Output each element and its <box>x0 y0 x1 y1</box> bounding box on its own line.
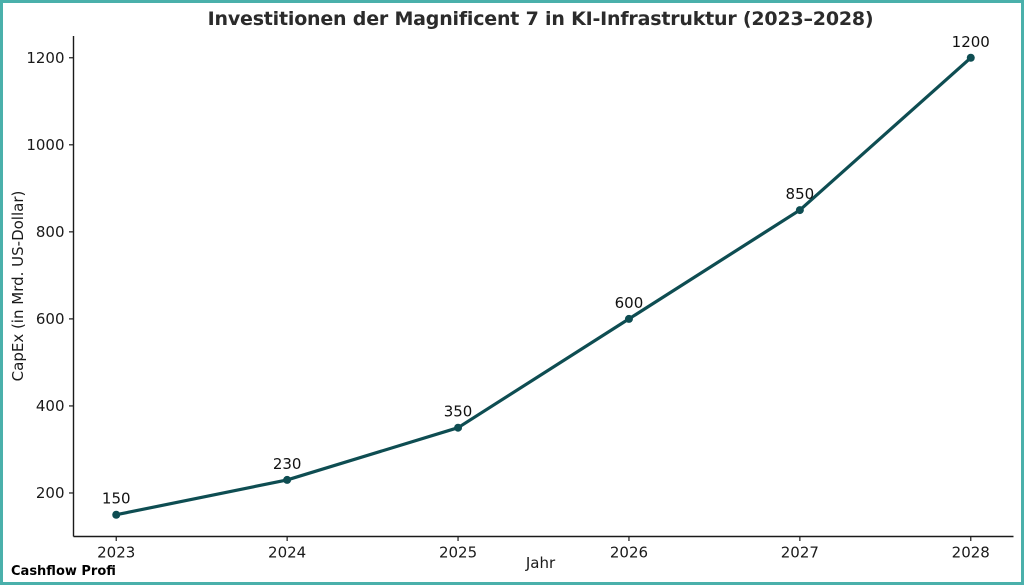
y-tick-label: 200 <box>36 484 65 502</box>
watermark-text: Cashflow Profi <box>11 564 116 579</box>
data-point-label: 1200 <box>952 33 990 51</box>
data-point-label: 350 <box>444 403 473 421</box>
data-point-label: 230 <box>273 455 302 473</box>
data-point-marker <box>624 314 633 323</box>
data-point-label: 150 <box>102 490 131 508</box>
x-tick-label: 2028 <box>952 544 990 562</box>
data-point-label: 850 <box>786 185 815 203</box>
y-tick-label: 400 <box>36 397 65 415</box>
chart-title: Investitionen der Magnificent 7 in KI-In… <box>207 8 874 30</box>
data-point-marker <box>283 475 292 484</box>
y-tick-label: 600 <box>36 310 65 328</box>
x-tick-label: 2025 <box>439 544 477 562</box>
data-point-marker <box>454 423 463 432</box>
capex-line <box>114 56 973 517</box>
x-tick-label: 2026 <box>610 544 648 562</box>
y-tick-label: 1000 <box>26 136 64 154</box>
data-point-marker <box>795 206 804 215</box>
data-point-label: 600 <box>615 294 644 312</box>
x-tick-label: 2023 <box>97 544 135 562</box>
data-point-marker <box>966 53 975 62</box>
x-tick-label: 2027 <box>781 544 819 562</box>
y-tick-label: 1200 <box>26 49 64 67</box>
data-point-marker <box>112 510 121 519</box>
x-axis-label: Jahr <box>525 554 556 572</box>
x-tick-label: 2024 <box>268 544 306 562</box>
y-tick-label: 800 <box>36 223 65 241</box>
line-chart-canvas: 200 400 600 800 1000 1200 2023 2024 2025 2026 2027… <box>26 33 1014 562</box>
